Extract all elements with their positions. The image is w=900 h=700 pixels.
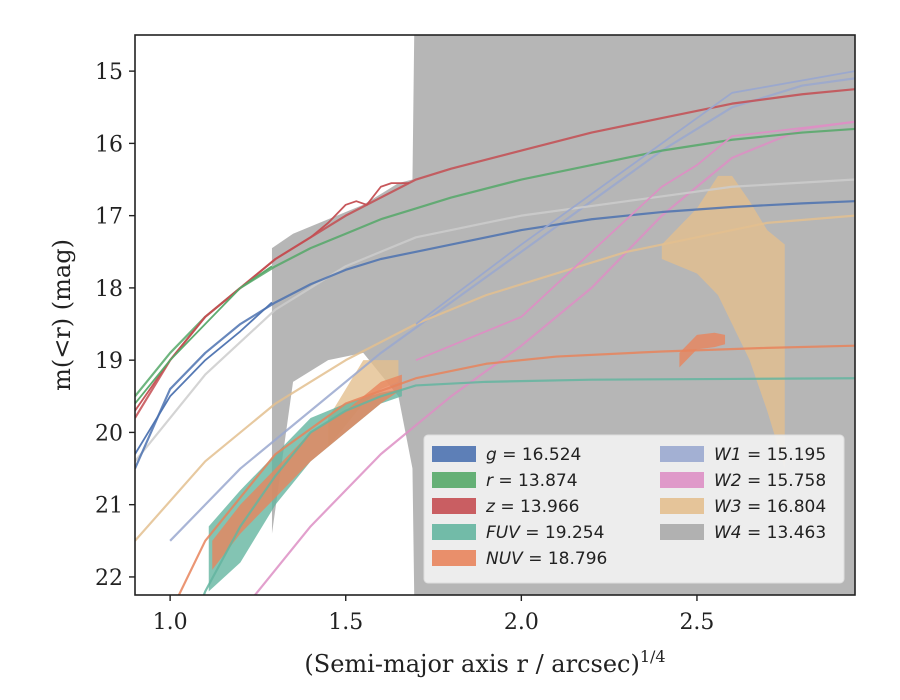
y-tick-label: 21 <box>95 494 123 519</box>
legend-swatch-r <box>432 472 476 488</box>
legend-box <box>423 434 845 584</box>
curve-line-w3-8 <box>135 214 855 542</box>
x-tick-label: 1.0 <box>153 610 188 635</box>
x-tick-label: 2.5 <box>679 610 714 635</box>
data-line-r-17 <box>135 265 273 405</box>
legend-label-z: z = 13.966 <box>485 497 579 517</box>
curve-line-g-10 <box>135 200 855 469</box>
y-tick-label: 19 <box>95 349 123 374</box>
data-line-g-16 <box>135 301 273 455</box>
x-axis: 1.0 1.5 2.0 2.5 <box>153 595 714 635</box>
legend-label-w1: W1 = 15.195 <box>714 445 826 465</box>
band-nuv-4 <box>212 374 402 570</box>
legend-label-g: g = 16.524 <box>486 445 581 465</box>
legend-label-w4: W4 = 13.463 <box>714 523 826 543</box>
plot-frame <box>134 34 856 596</box>
data-line-w1-18 <box>415 70 855 325</box>
data-line-w2-19 <box>415 120 855 361</box>
y-tick-label: 17 <box>95 205 123 230</box>
legend-label-r: r = 13.874 <box>486 471 578 491</box>
legend-swatch-w3 <box>660 498 704 514</box>
legend-swatch-z <box>432 498 476 514</box>
curve-line-w2-7 <box>253 120 855 595</box>
y-tick-label: 20 <box>95 421 123 446</box>
legend-swatch-fuv <box>432 524 476 540</box>
legend-label-fuv: FUV = 19.254 <box>486 523 604 543</box>
band-nuv-5 <box>679 332 726 368</box>
legend-label-w3: W3 = 16.804 <box>714 497 826 517</box>
x-axis-label: (Semi-major axis r / arcsec)1/4 <box>304 647 665 678</box>
y-tick-label: 16 <box>95 132 123 157</box>
legend-swatch-g <box>432 446 476 462</box>
legend: g = 16.524 r = 13.874 z = 13.966 FUV = 19.2… <box>423 434 845 584</box>
legend-swatch-w4 <box>660 524 704 540</box>
legend-swatch-w2 <box>660 472 704 488</box>
legend-label-nuv: NUV = 18.796 <box>486 549 607 569</box>
data-line-z-15 <box>135 182 409 412</box>
band-w3-2 <box>661 175 785 469</box>
legend-swatch-w1 <box>660 446 704 462</box>
curve-line-w4-9 <box>135 178 855 463</box>
y-axis-label: m(<r) (mag) <box>48 239 76 391</box>
y-tick-label: 22 <box>95 566 123 591</box>
legend-label-w2: W2 = 15.758 <box>714 471 826 491</box>
y-axis: 15 16 17 18 19 20 21 22 <box>95 60 135 591</box>
y-tick-label: 15 <box>95 60 123 85</box>
x-axis-label-text: (Semi-major axis r / arcsec) <box>304 650 639 678</box>
x-axis-label-exponent: 1/4 <box>640 647 666 666</box>
curve-line-fuv-13 <box>202 377 855 595</box>
curve-line-nuv-14 <box>177 344 855 595</box>
legend-swatch-nuv <box>432 550 476 566</box>
y-tick-label: 18 <box>95 277 123 302</box>
x-tick-label: 2.0 <box>504 610 539 635</box>
x-tick-label: 1.5 <box>328 610 363 635</box>
